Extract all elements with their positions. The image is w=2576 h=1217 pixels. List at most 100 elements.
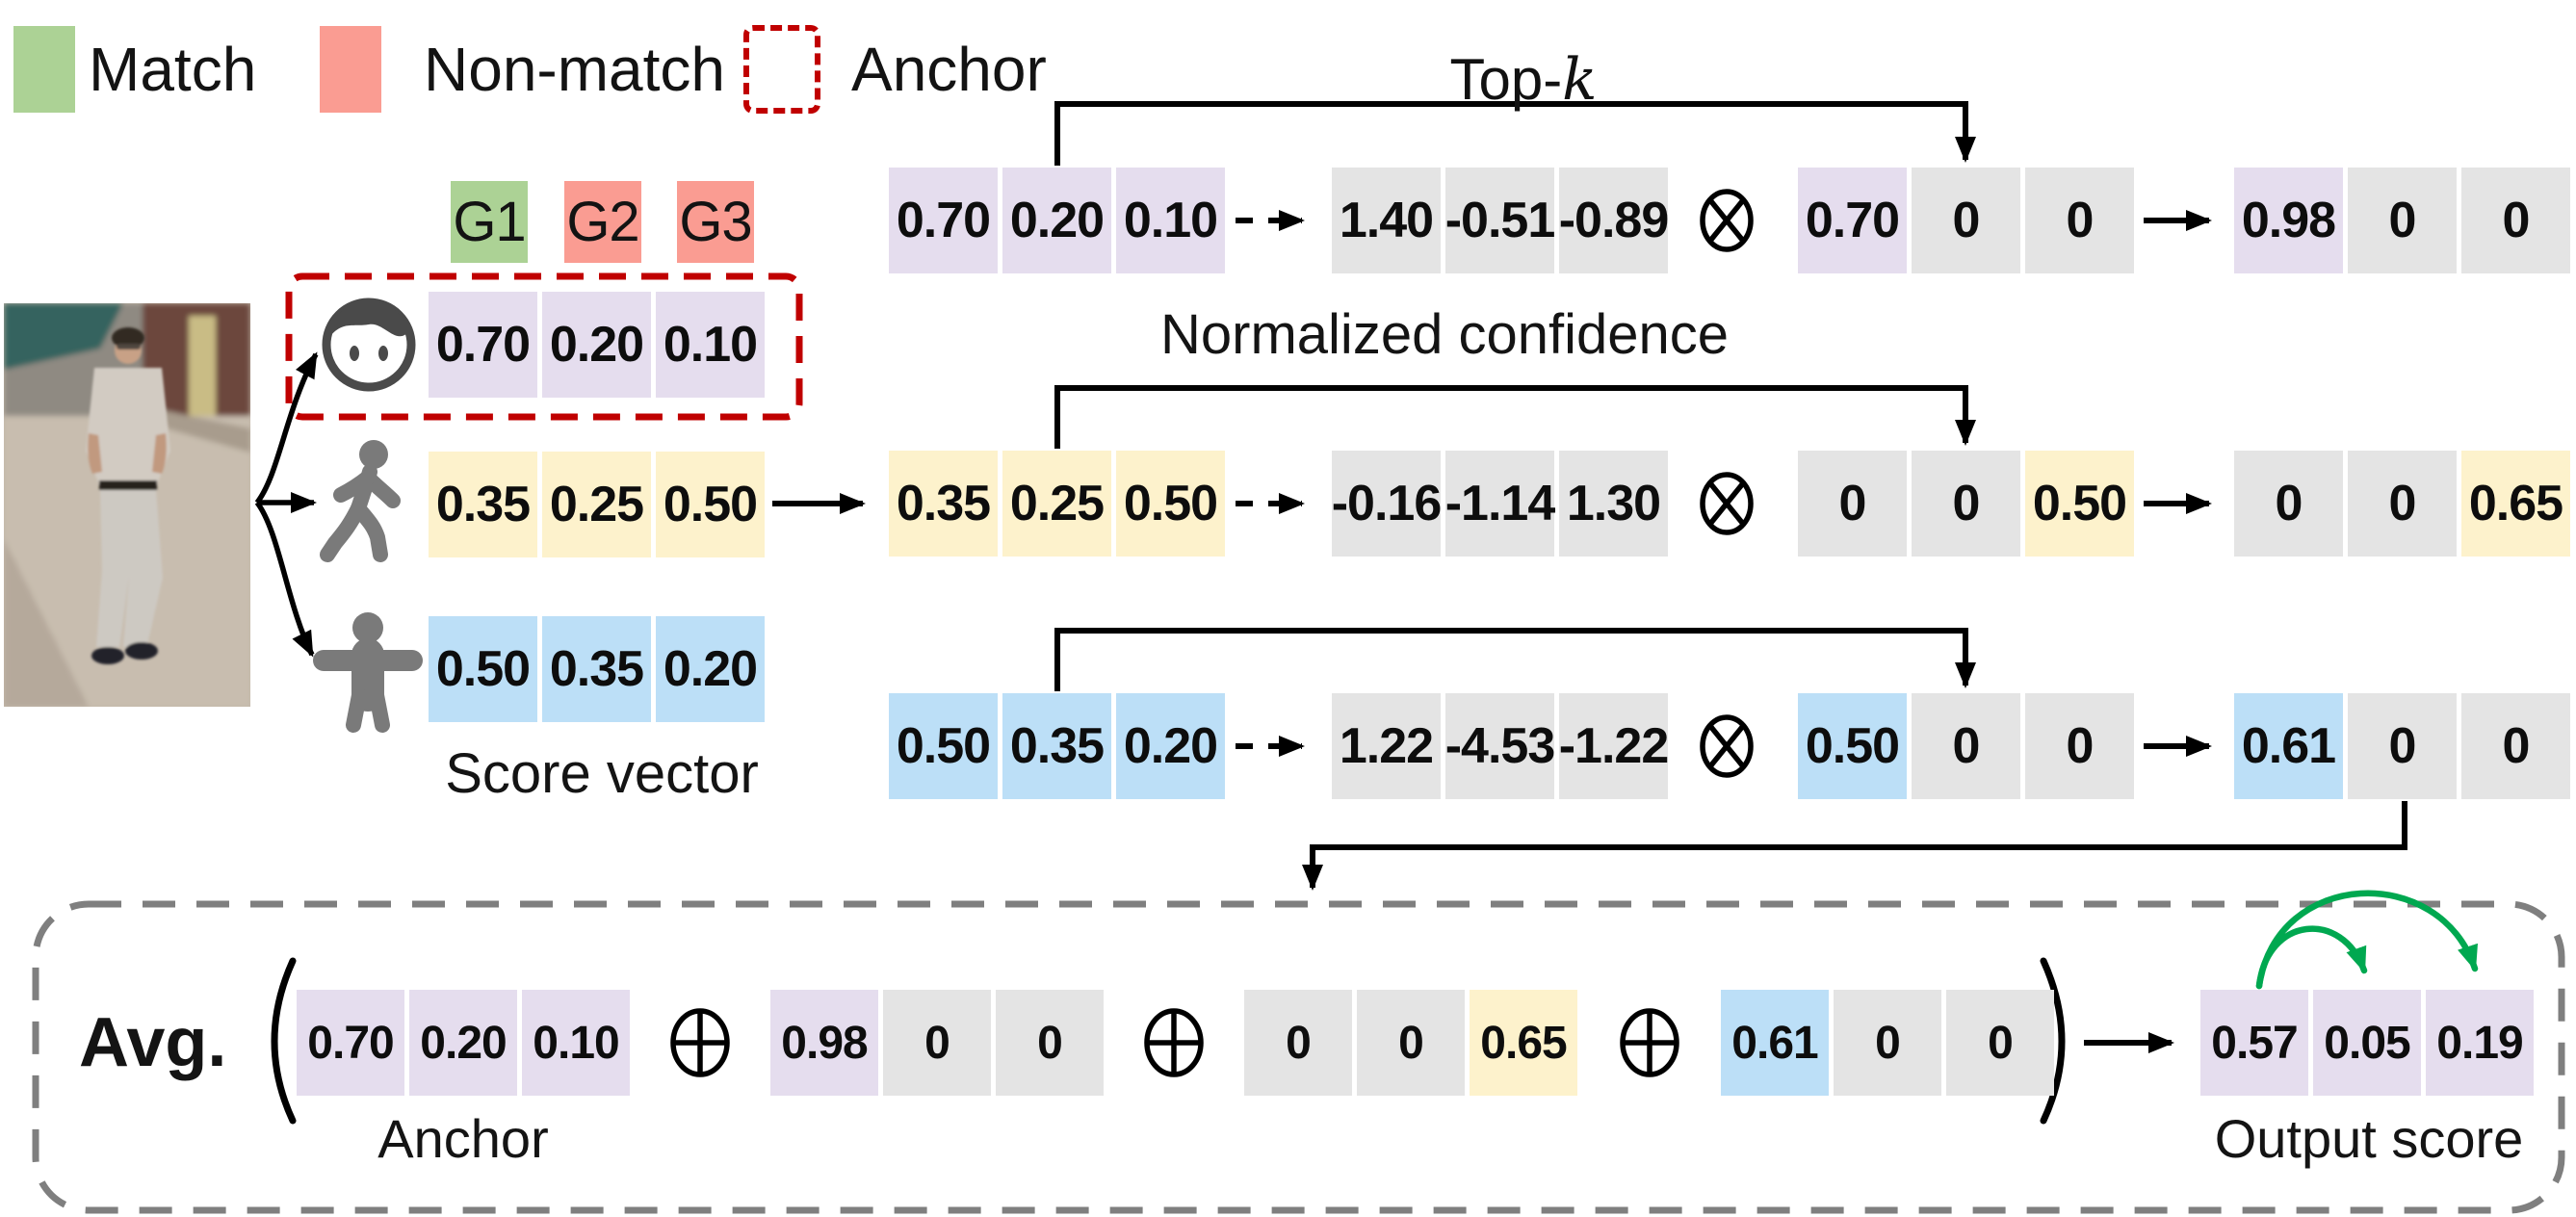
r1-source-vector-cell: 0.70	[889, 168, 998, 273]
anchor-legend-label: Anchor	[851, 35, 1047, 104]
score-vector-label: Score vector	[445, 742, 759, 805]
agg-shape-vector-cell: 0	[1946, 990, 2054, 1096]
agg-anchor-vector-cell: 0.10	[522, 990, 630, 1096]
r3-norm-vector-cell: -4.53	[1445, 693, 1555, 799]
r1-source-vector-cell: 0.10	[1116, 168, 1225, 273]
r1-masked-vector-cell: 0	[2025, 168, 2134, 273]
normalized-confidence-label: Normalized confidence	[1160, 303, 1729, 366]
agg-gait-vector-cell: 0	[1357, 990, 1465, 1096]
r3-masked-vector-cell: 0	[2025, 693, 2134, 799]
branch-arrow-to-shape	[254, 501, 315, 658]
r2-masked-vector-cell: 0.50	[2025, 451, 2134, 557]
agg-face-vector-cell: 0	[883, 990, 991, 1096]
agg-out-vector-cell: 0.05	[2313, 990, 2421, 1096]
circled-plus-icon	[1144, 1008, 1204, 1077]
circled-times-icon	[1700, 472, 1754, 535]
r2-out-vector-cell: 0	[2234, 451, 2343, 557]
r3-masked-vector-cell: 0	[1912, 693, 2020, 799]
body-shape-icon	[313, 612, 423, 733]
r2-out-vector-cell: 0	[2348, 451, 2457, 557]
avg-dashed-box	[32, 900, 2565, 1214]
anchor-legend-swatch	[743, 25, 820, 114]
green-rank-arrow-2	[2255, 890, 2479, 990]
agg-gait-vector-cell: 0	[1244, 990, 1352, 1096]
match-legend-swatch	[13, 26, 75, 113]
agg-out-vector-cell: 0.19	[2426, 990, 2534, 1096]
r1-masked-vector-cell: 0.70	[1798, 168, 1907, 273]
r2-norm-vector-cell: -1.14	[1445, 451, 1555, 557]
agg-shape-vector-cell: 0	[1834, 990, 1941, 1096]
r2-source-vector-cell: 0.50	[1116, 451, 1225, 557]
agg-gait-vector-cell: 0.65	[1470, 990, 1577, 1096]
circled-plus-icon	[1620, 1008, 1679, 1077]
r3-source-vector-cell: 0.50	[889, 693, 998, 799]
top-k-arrow-row3	[1054, 628, 1976, 691]
r2-out-vector-cell: 0.65	[2461, 451, 2570, 557]
walking-person-icon	[320, 440, 401, 562]
gallery-header-g1: G1	[451, 181, 528, 263]
r1-out-vector-cell: 0	[2461, 168, 2570, 273]
anchor-dashed-box	[285, 272, 803, 421]
r3-out-vector-cell: 0	[2348, 693, 2457, 799]
r3-norm-vector-cell: 1.22	[1332, 693, 1441, 799]
agg-anchor-vector-cell: 0.20	[409, 990, 517, 1096]
anchor-vector-label: Anchor	[377, 1108, 549, 1169]
right-parenthesis	[2040, 957, 2066, 1125]
agg-face-vector-cell: 0	[996, 990, 1104, 1096]
r1-norm-vector-cell: -0.89	[1559, 168, 1669, 273]
r3-norm-vector-cell: -1.22	[1559, 693, 1669, 799]
r1-source-vector-cell: 0.20	[1002, 168, 1111, 273]
shape-score-vector-cell: 0.50	[429, 616, 537, 722]
math-k: k	[1562, 46, 1598, 114]
top-k-title: Top-k	[1449, 46, 1598, 114]
top-k-arrow-row2	[1054, 385, 1976, 449]
face-icon	[322, 298, 416, 392]
r1-out-vector-cell: 0.98	[2234, 168, 2343, 273]
gait-score-vector-cell: 0.50	[656, 452, 765, 557]
branch-arrow-to-face	[254, 351, 319, 505]
agg-anchor-vector-cell: 0.70	[297, 990, 404, 1096]
r2-source-vector-cell: 0.25	[1002, 451, 1111, 557]
pedestrian-figure	[86, 327, 170, 664]
query-person-photo	[4, 303, 250, 707]
gait-score-vector-cell: 0.25	[542, 452, 651, 557]
r3-out-vector-cell: 0	[2461, 693, 2570, 799]
left-parenthesis	[271, 957, 297, 1125]
circled-times-icon	[1700, 189, 1754, 252]
r2-source-vector-cell: 0.35	[889, 451, 998, 557]
avg-label: Avg.	[79, 1004, 227, 1081]
r1-out-vector-cell: 0	[2348, 168, 2457, 273]
r3-out-vector-cell: 0.61	[2234, 693, 2343, 799]
agg-face-vector-cell: 0.98	[770, 990, 878, 1096]
r2-norm-vector-cell: -0.16	[1332, 451, 1442, 557]
shape-score-vector-cell: 0.35	[542, 616, 651, 722]
gait-score-vector-cell: 0.35	[429, 452, 537, 557]
circled-plus-icon	[670, 1008, 730, 1077]
output-score-label: Output score	[2214, 1108, 2524, 1169]
agg-out-vector-cell: 0.57	[2200, 990, 2308, 1096]
non-match-legend-label: Non-match	[424, 35, 725, 104]
circled-times-icon	[1700, 714, 1754, 778]
r2-masked-vector-cell: 0	[1798, 451, 1907, 557]
r3-source-vector-cell: 0.20	[1116, 693, 1225, 799]
r2-masked-vector-cell: 0	[1912, 451, 2020, 557]
row3-to-avg-elbow-arrow	[1302, 801, 2407, 891]
non-match-legend-swatch	[320, 26, 381, 113]
top-k-arrow-row1	[1054, 101, 1976, 166]
anchor-score-vector-cell: 0.10	[656, 292, 765, 398]
r3-source-vector-cell: 0.35	[1002, 693, 1111, 799]
gallery-header-g3: G3	[677, 181, 754, 263]
match-legend-label: Match	[89, 35, 257, 104]
r1-masked-vector-cell: 0	[1912, 168, 2020, 273]
r1-norm-vector-cell: 1.40	[1332, 168, 1441, 273]
r3-masked-vector-cell: 0.50	[1798, 693, 1907, 799]
gallery-header-g2: G2	[564, 181, 641, 263]
r2-norm-vector-cell: 1.30	[1559, 451, 1668, 557]
anchor-score-vector-cell: 0.20	[542, 292, 651, 398]
anchor-score-vector-cell: 0.70	[429, 292, 537, 398]
shape-score-vector-cell: 0.20	[656, 616, 765, 722]
r1-norm-vector-cell: -0.51	[1445, 168, 1555, 273]
agg-shape-vector-cell: 0.61	[1721, 990, 1829, 1096]
